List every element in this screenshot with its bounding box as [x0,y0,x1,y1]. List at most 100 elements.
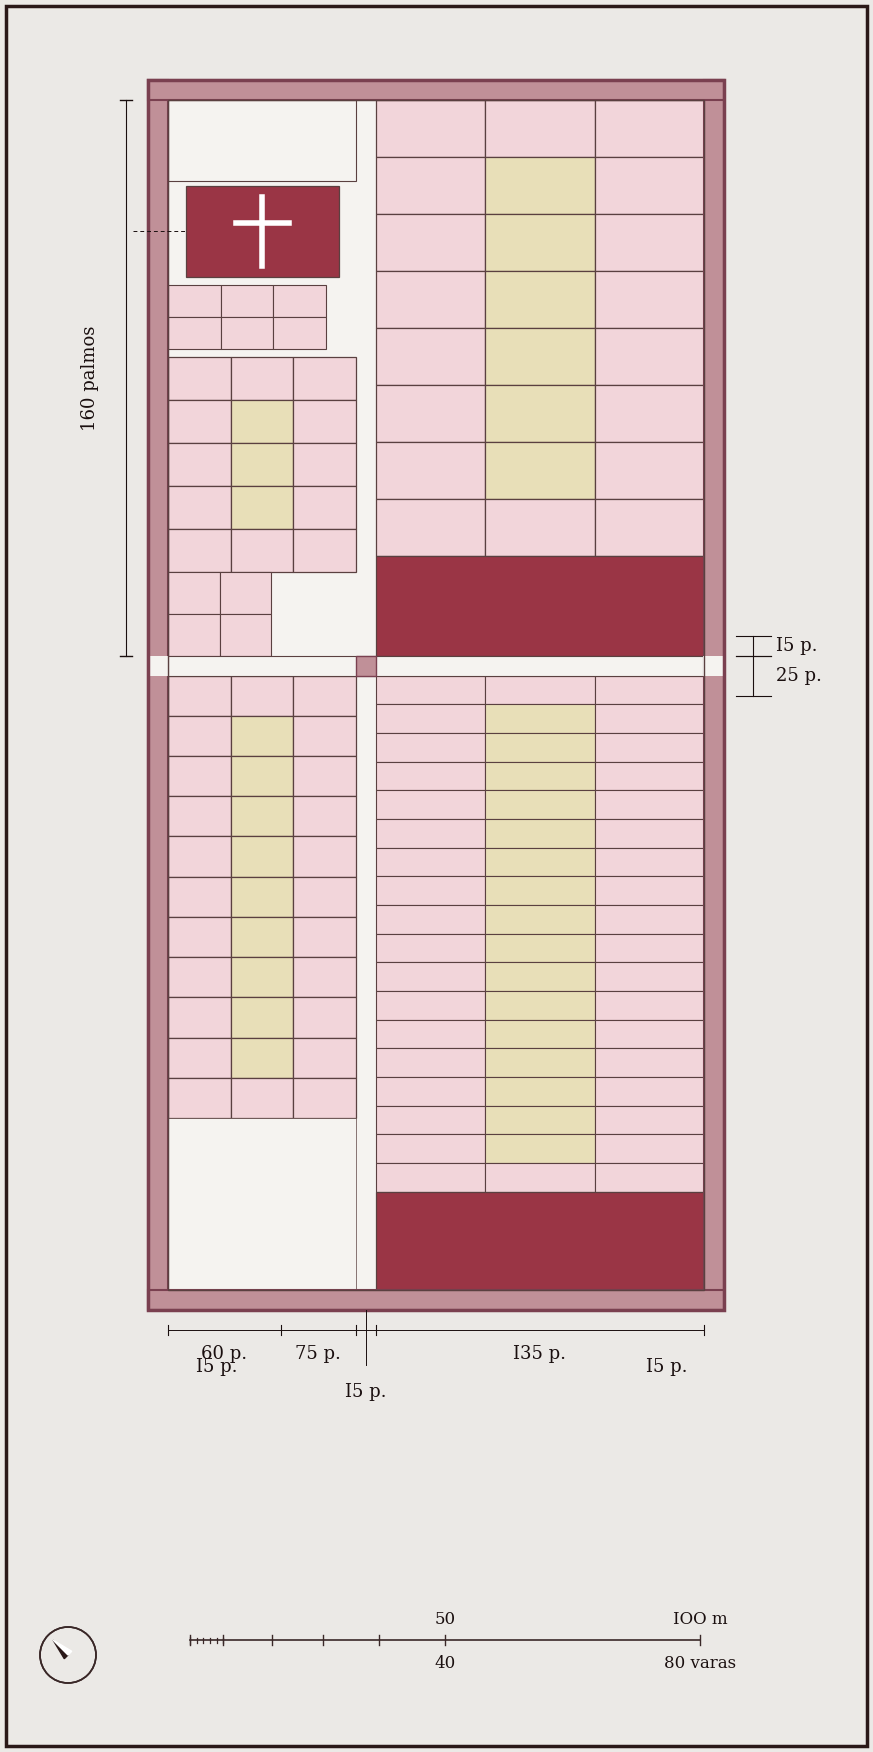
Bar [485,876,595,906]
Bar [485,1077,595,1106]
Bar [376,818,485,848]
Bar [376,962,485,992]
Bar [485,328,595,385]
Bar [230,717,293,757]
Bar [293,916,356,957]
Bar [230,757,293,795]
Bar [485,214,595,272]
Bar [595,100,704,158]
Bar [376,272,485,328]
Bar [221,317,273,349]
Bar [230,836,293,876]
Bar [148,81,724,100]
Bar [595,158,704,214]
Bar [168,286,221,317]
Bar [376,499,485,555]
Bar [485,1163,595,1191]
Bar [168,676,230,717]
Bar [273,317,326,349]
Bar [168,1118,356,1289]
Text: I5 p.: I5 p. [345,1382,387,1402]
Bar [293,757,356,795]
Bar [168,757,230,795]
Bar [148,1289,724,1310]
Bar [221,286,273,317]
Bar [376,790,485,818]
Circle shape [40,1628,96,1684]
Text: 160 palmos: 160 palmos [81,326,99,431]
Bar [293,717,356,757]
Bar [230,529,293,573]
Bar [376,1191,704,1289]
Bar [293,957,356,997]
Bar [376,1106,485,1134]
Bar [293,1037,356,1077]
Bar [293,357,356,399]
Text: 80 varas: 80 varas [664,1656,736,1671]
Bar [595,1077,704,1106]
Bar [168,916,230,957]
Bar [485,499,595,555]
Bar [293,485,356,529]
Bar [168,876,230,916]
Bar [376,992,485,1020]
Bar [168,1037,230,1077]
Bar [485,1134,595,1163]
Bar [230,1077,293,1118]
Bar [485,848,595,876]
Bar [230,676,293,717]
Bar [485,934,595,962]
Bar [293,1077,356,1118]
Bar [376,158,485,214]
Bar [485,1106,595,1134]
Bar [376,906,485,934]
Bar [168,795,230,836]
Bar [230,485,293,529]
Bar [595,790,704,818]
Bar [376,555,704,655]
Bar [595,1020,704,1048]
Bar [168,529,230,573]
Bar [595,1106,704,1134]
Bar [595,762,704,790]
Text: 50: 50 [435,1612,456,1628]
Bar [168,485,230,529]
Bar [220,573,272,613]
Text: 25 p.: 25 p. [776,668,821,685]
Bar [376,1077,485,1106]
Polygon shape [53,1640,72,1656]
Bar [485,272,595,328]
Bar [230,997,293,1037]
Bar [148,81,724,1310]
Bar [273,286,326,317]
Bar [293,676,356,717]
Bar [230,1037,293,1077]
Bar [376,1134,485,1163]
Bar [485,732,595,762]
Bar [376,1163,485,1191]
Bar [230,916,293,957]
Bar [148,81,724,1310]
Bar [595,962,704,992]
Bar [293,443,356,485]
Bar [168,957,230,997]
Bar [230,443,293,485]
Bar [595,1163,704,1191]
Bar [485,762,595,790]
Bar [485,790,595,818]
Bar [293,836,356,876]
Bar [230,957,293,997]
Bar [168,1077,230,1118]
Bar [356,655,376,676]
Bar [148,655,169,676]
Text: 75 p.: 75 p. [295,1346,341,1363]
Bar [220,613,272,655]
Bar [148,81,168,1310]
Bar [595,442,704,499]
Bar [376,1020,485,1048]
Bar [376,385,485,442]
Bar [168,357,230,399]
Bar [168,655,704,676]
Bar [595,732,704,762]
Bar [595,385,704,442]
